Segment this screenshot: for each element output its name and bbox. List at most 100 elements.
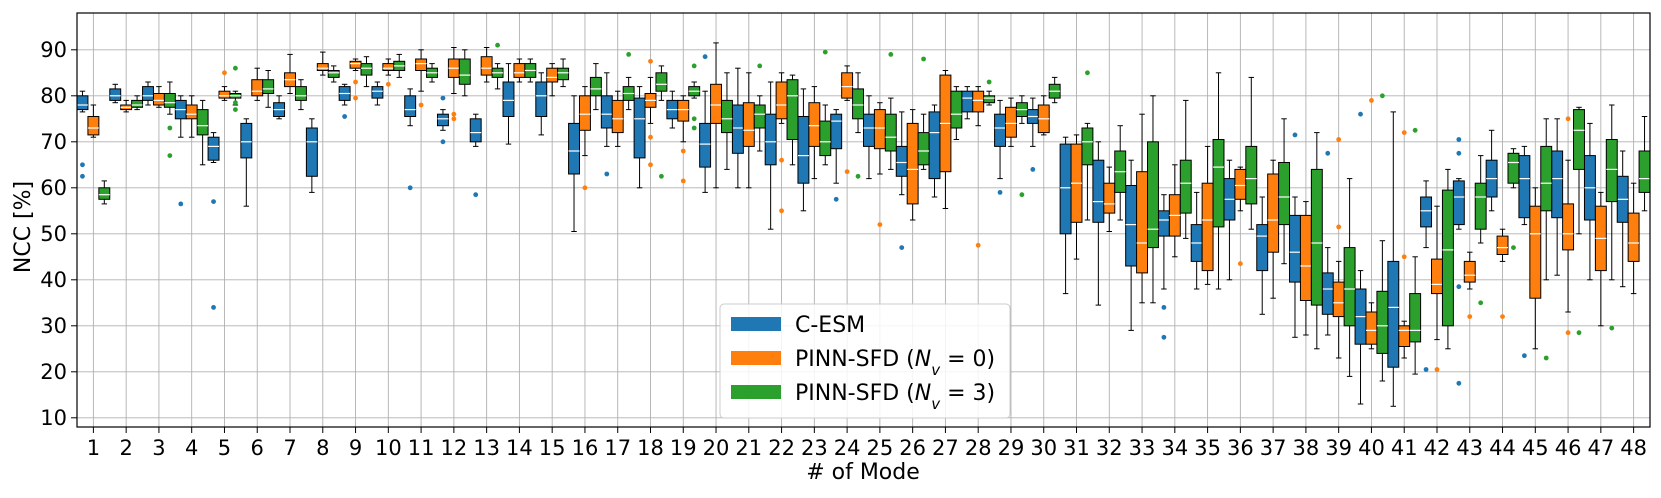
- x-tick-label: 9: [349, 436, 362, 460]
- box-1-6: [251, 67, 264, 101]
- box-0-36: [1223, 159, 1236, 281]
- iqr-box: [240, 122, 253, 159]
- box-1-21: [742, 72, 755, 189]
- legend-swatch-pinn-nv3: [731, 385, 781, 399]
- x-tick-label: 41: [1391, 436, 1418, 460]
- box-1-30: [1037, 95, 1050, 136]
- x-tick-label: 13: [473, 436, 500, 460]
- box-0-21: [731, 67, 744, 189]
- box-1-23: [808, 86, 821, 180]
- box-2-18: [655, 65, 668, 179]
- plot-frame: [76, 12, 1651, 428]
- box-0-17: [600, 72, 613, 177]
- iqr-box: [753, 104, 766, 129]
- outlier-point: [222, 70, 227, 76]
- box-2-48: [1638, 116, 1651, 212]
- x-tick-label: 15: [539, 436, 566, 460]
- box-0-35: [1190, 191, 1203, 290]
- box-2-36: [1245, 76, 1258, 230]
- iqr-box: [568, 122, 580, 175]
- box-0-41: [1387, 111, 1400, 407]
- iqr-box: [1540, 145, 1553, 212]
- box-0-22: [764, 81, 777, 230]
- outlier-point: [691, 116, 697, 122]
- x-tick-label: 3: [152, 436, 165, 460]
- iqr-box: [1518, 155, 1531, 219]
- box-0-31: [1059, 136, 1072, 295]
- iqr-box: [731, 104, 744, 154]
- box-2-42: [1441, 168, 1454, 350]
- x-tick-label: 42: [1424, 436, 1451, 460]
- iqr-box: [458, 58, 471, 85]
- iqr-box: [218, 90, 231, 99]
- y-axis-ticks: 10 20 30 40 50 60 70 80 90: [40, 38, 77, 430]
- iqr-box: [1507, 152, 1520, 184]
- box-1-9: [349, 58, 362, 101]
- x-tick-label: 17: [604, 436, 631, 460]
- box-1-44: [1496, 228, 1509, 319]
- iqr-box: [699, 122, 712, 168]
- legend-frame: [719, 303, 1011, 419]
- box-0-12: [436, 95, 449, 145]
- box-1-3: [152, 86, 165, 108]
- legend-label-c-esm: C-ESM: [795, 313, 865, 338]
- iqr-box: [928, 111, 941, 180]
- iqr-box: [76, 95, 89, 111]
- outlier-point: [779, 208, 784, 214]
- x-tick-label: 24: [834, 436, 861, 460]
- iqr-box: [611, 99, 624, 134]
- box-1-4: [185, 95, 198, 138]
- outlier-point: [407, 185, 413, 191]
- iqr-box: [1562, 203, 1575, 251]
- y-tick-label: 70: [40, 130, 67, 154]
- iqr-box: [1431, 258, 1443, 295]
- x-tick-label: 37: [1260, 436, 1287, 460]
- box-2-5: [229, 65, 242, 112]
- outlier-point: [451, 116, 457, 122]
- x-axis-title: # of Mode: [806, 460, 920, 485]
- box-0-40: [1354, 111, 1367, 405]
- outlier-point: [648, 134, 653, 140]
- iqr-box: [480, 56, 493, 76]
- outlier-point: [975, 242, 981, 248]
- box-2-24: [852, 72, 865, 179]
- box-0-4: [174, 95, 187, 207]
- outlier-point: [1521, 353, 1527, 359]
- box-2-13: [491, 42, 504, 90]
- box-2-23: [819, 49, 832, 166]
- x-tick-label: 6: [251, 436, 264, 460]
- x-tick-label: 1: [87, 436, 100, 460]
- outlier-point: [604, 171, 610, 177]
- iqr-box: [1474, 182, 1487, 230]
- outlier-point: [211, 199, 216, 205]
- box-0-39: [1321, 150, 1334, 336]
- iqr-box: [917, 132, 930, 166]
- x-tick-label: 46: [1555, 436, 1582, 460]
- box-1-38: [1299, 201, 1312, 336]
- iqr-box: [950, 90, 963, 129]
- iqr-box: [404, 95, 417, 118]
- outlier-point: [232, 100, 238, 106]
- box-1-35: [1201, 145, 1214, 285]
- box-1-19: [677, 95, 690, 184]
- box-2-40: [1376, 93, 1389, 382]
- iqr-box: [1081, 127, 1094, 166]
- outlier-point: [1609, 325, 1615, 331]
- iqr-box: [1441, 189, 1454, 327]
- box-0-20: [699, 54, 712, 193]
- outlier-point: [232, 65, 238, 71]
- box-1-7: [284, 53, 296, 94]
- iqr-box: [1234, 168, 1247, 200]
- y-tick-label: 90: [40, 38, 67, 62]
- iqr-box: [1179, 159, 1192, 214]
- box-2-47: [1605, 104, 1618, 331]
- box-2-44: [1507, 148, 1520, 251]
- box-2-32: [1114, 125, 1127, 221]
- outlier-point: [582, 185, 588, 191]
- x-tick-label: 22: [768, 436, 795, 460]
- outlier-point: [691, 63, 697, 69]
- box-2-8: [327, 65, 340, 83]
- box-0-18: [633, 86, 646, 189]
- x-tick-label: 25: [867, 436, 894, 460]
